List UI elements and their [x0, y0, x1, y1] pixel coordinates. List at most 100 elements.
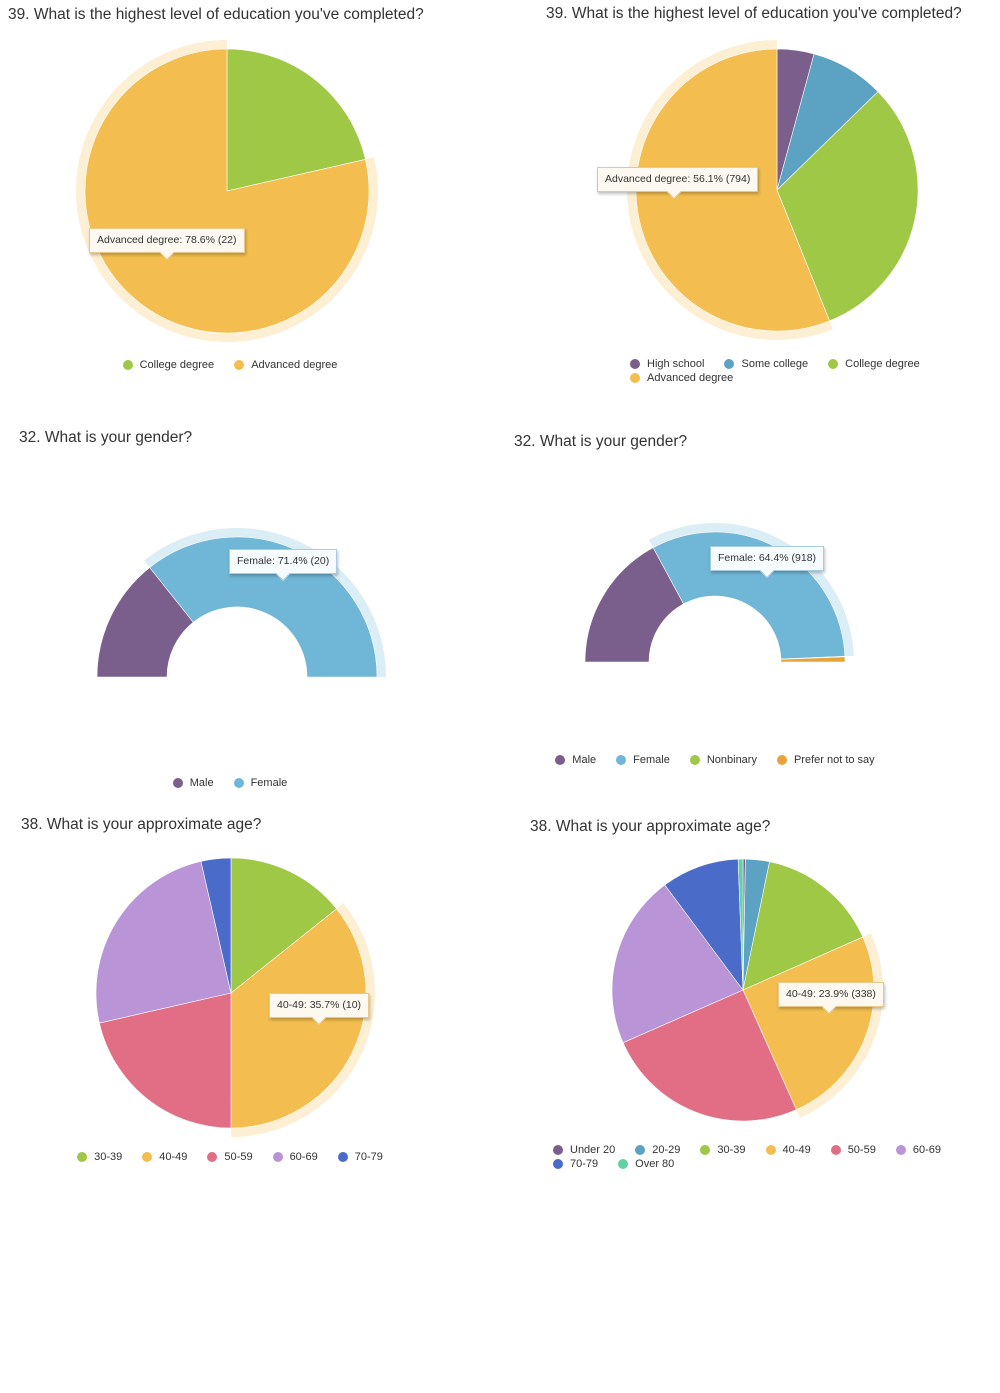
legend-marker: [765, 1145, 776, 1155]
legend-label: Prefer not to say: [793, 754, 875, 766]
legend-row: Under 20 20-29 30-39 40-49 50-59 60-69: [553, 1143, 973, 1157]
tooltip-text: Female: 64.4% (918): [718, 552, 817, 564]
legend-item-60-69[interactable]: 60-69: [272, 1150, 318, 1164]
legend-item-60-69[interactable]: 60-69: [895, 1143, 941, 1157]
tooltip-text: 40-49: 23.9% (338): [786, 988, 876, 1000]
legend-marker: [618, 1159, 629, 1169]
legend-item-nonbinary[interactable]: Nonbinary: [689, 753, 757, 767]
pie-slice-prefer-not-to-say[interactable]: [780, 656, 846, 663]
legend-label: 70-79: [354, 1151, 383, 1163]
legend-label: 60-69: [289, 1151, 318, 1163]
legend-marker: [830, 1145, 841, 1155]
legend-item-advanced-degree[interactable]: Advanced degree: [630, 371, 733, 385]
legend-item-some-college[interactable]: Some college: [724, 357, 808, 371]
legend-label: 20-29: [652, 1144, 681, 1156]
legend-marker: [172, 778, 183, 788]
pie-slice-70-79[interactable]: [664, 858, 744, 991]
semi-donut-chart-gender-1: [96, 528, 386, 678]
legend-label: Some college: [741, 358, 809, 370]
legend-item-70-79[interactable]: 70-79: [553, 1157, 598, 1171]
legend-item-over-80[interactable]: Over 80: [618, 1157, 674, 1171]
legend-marker: [895, 1145, 906, 1155]
pie-slice-50-59[interactable]: [622, 989, 797, 1122]
legend-item-advanced-degree[interactable]: Advanced degree: [234, 358, 337, 372]
legend-label: Nonbinary: [706, 754, 757, 766]
pie-slice-40-49[interactable]: [230, 908, 367, 1129]
pie-slice-40-49[interactable]: [742, 936, 875, 1111]
legend-item-college-degree[interactable]: College degree: [122, 358, 214, 372]
chart-tooltip: Advanced degree: 78.6% (22): [89, 228, 245, 261]
pie-slice-advanced-degree[interactable]: [84, 48, 370, 334]
legend-item-female[interactable]: Female: [616, 753, 670, 767]
chart-legend: College degree Advanced degree: [30, 358, 430, 372]
legend-label: 40-49: [782, 1144, 811, 1156]
chart-title: 32. What is your gender?: [514, 433, 688, 450]
legend-item-college-degree[interactable]: College degree: [828, 357, 920, 371]
legend-item-20-29[interactable]: 20-29: [635, 1143, 680, 1157]
pie-slice-college-degree[interactable]: [226, 48, 366, 192]
legend-item-male[interactable]: Male: [172, 776, 214, 790]
legend-marker: [616, 755, 627, 765]
legend-label: Advanced degree: [251, 359, 338, 371]
legend-label: Under 20: [570, 1144, 616, 1156]
legend-item-male[interactable]: Male: [555, 753, 596, 767]
legend-item-30-39[interactable]: 30-39: [77, 1150, 122, 1164]
legend-marker: [828, 359, 839, 369]
legend-marker: [689, 755, 700, 765]
legend-item-70-79[interactable]: 70-79: [337, 1150, 383, 1164]
legend-marker: [337, 1152, 348, 1162]
chart-title: 38. What is your approximate age?: [21, 816, 262, 833]
chart-title: 39. What is the highest level of educati…: [8, 6, 424, 23]
pie-chart-age-1: [95, 857, 376, 1137]
legend-marker: [77, 1152, 88, 1162]
legend-item-under-20[interactable]: Under 20: [553, 1143, 615, 1157]
legend-label: High school: [647, 358, 705, 370]
pie-slice-30-39[interactable]: [742, 861, 864, 991]
legend-marker: [635, 1145, 646, 1155]
pie-slice-over-80[interactable]: [737, 858, 744, 991]
legend-item-prefer-not-to-say[interactable]: Prefer not to say: [776, 753, 875, 767]
legend-label: Male: [572, 754, 597, 766]
tooltip-text: Advanced degree: 56.1% (794): [605, 173, 751, 185]
legend-marker: [272, 1152, 283, 1162]
legend-item-30-39[interactable]: 30-39: [700, 1143, 746, 1157]
chart-tooltip: Female: 71.4% (20): [229, 549, 338, 582]
legend-row: 30-39 40-49 50-59 60-69 70-79: [30, 1150, 430, 1164]
legend-label: 30-39: [717, 1144, 746, 1156]
chart-title: 32. What is your gender?: [19, 429, 193, 446]
legend-label: Female: [250, 777, 288, 789]
pie-slice-50-59[interactable]: [99, 992, 232, 1129]
legend-label: 40-49: [159, 1151, 188, 1163]
legend-marker: [724, 359, 735, 369]
legend-label: 70-79: [570, 1158, 599, 1170]
chart-legend: Under 20 20-29 30-39 40-49 50-59 60-69 70-79 Ov…: [553, 1143, 973, 1171]
chart-legend: High school Some college College degree Adv…: [630, 357, 950, 385]
legend-item-high-school[interactable]: High school: [630, 357, 704, 371]
legend-row: Advanced degree: [630, 371, 950, 385]
legend-marker: [630, 373, 640, 383]
pie-slice-60-69[interactable]: [95, 861, 232, 1024]
legend-item-female[interactable]: Female: [233, 776, 288, 790]
legend-item-50-59[interactable]: 50-59: [207, 1150, 253, 1164]
chart-tooltip: 40-49: 23.9% (338): [778, 982, 884, 1015]
chart-legend: Male Female: [30, 776, 430, 790]
pie-slice-60-69[interactable]: [611, 884, 744, 1044]
legend-label: 50-59: [224, 1151, 253, 1163]
legend-item-40-49[interactable]: 40-49: [765, 1143, 811, 1157]
tooltip-text: Advanced degree: 78.6% (22): [97, 234, 237, 246]
legend-marker: [233, 778, 244, 788]
pie-chart-education-1: [75, 40, 378, 342]
chart-tooltip: 40-49: 35.7% (10): [269, 993, 370, 1026]
pie-slice-college-degree[interactable]: [776, 91, 919, 322]
legend-marker: [234, 360, 245, 370]
legend-marker: [776, 755, 787, 765]
pie-slice-30-39[interactable]: [230, 857, 337, 994]
legend-item-50-59[interactable]: 50-59: [830, 1143, 876, 1157]
legend-marker: [553, 1145, 563, 1155]
chart-tooltip: Female: 64.4% (918): [710, 546, 825, 579]
legend-label: 60-69: [912, 1144, 941, 1156]
legend-marker: [630, 359, 640, 369]
tooltip-text: 40-49: 35.7% (10): [277, 999, 362, 1011]
pie-slice-70-79[interactable]: [200, 857, 232, 994]
legend-item-40-49[interactable]: 40-49: [142, 1150, 187, 1164]
